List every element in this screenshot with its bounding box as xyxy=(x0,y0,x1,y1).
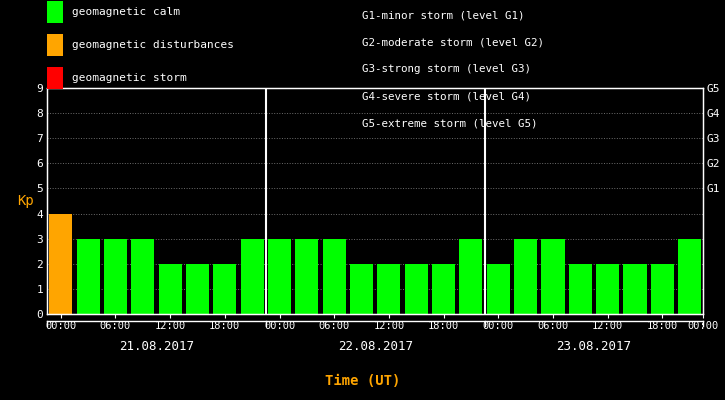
Text: G4-severe storm (level G4): G4-severe storm (level G4) xyxy=(362,92,531,102)
Bar xyxy=(514,239,537,314)
Bar xyxy=(650,264,674,314)
Bar xyxy=(568,264,592,314)
Text: 23.08.2017: 23.08.2017 xyxy=(556,340,631,352)
Bar xyxy=(104,239,127,314)
Bar xyxy=(405,264,428,314)
Text: 21.08.2017: 21.08.2017 xyxy=(119,340,194,352)
Y-axis label: Kp: Kp xyxy=(17,194,33,208)
Text: geomagnetic storm: geomagnetic storm xyxy=(72,74,186,84)
Bar xyxy=(241,239,264,314)
Bar xyxy=(77,239,100,314)
Text: G1-minor storm (level G1): G1-minor storm (level G1) xyxy=(362,10,525,20)
Bar xyxy=(49,214,72,314)
Bar xyxy=(131,239,154,314)
Text: Time (UT): Time (UT) xyxy=(325,374,400,388)
Bar xyxy=(459,239,483,314)
Bar xyxy=(432,264,455,314)
Bar xyxy=(624,264,647,314)
Bar xyxy=(323,239,346,314)
Text: G2-moderate storm (level G2): G2-moderate storm (level G2) xyxy=(362,37,544,47)
Text: geomagnetic disturbances: geomagnetic disturbances xyxy=(72,40,233,50)
Text: geomagnetic calm: geomagnetic calm xyxy=(72,7,180,17)
Bar xyxy=(213,264,236,314)
Text: G3-strong storm (level G3): G3-strong storm (level G3) xyxy=(362,64,531,74)
Bar xyxy=(350,264,373,314)
Text: 22.08.2017: 22.08.2017 xyxy=(338,340,413,352)
Bar xyxy=(268,239,291,314)
Bar xyxy=(377,264,400,314)
Text: G5-extreme storm (level G5): G5-extreme storm (level G5) xyxy=(362,119,538,129)
Bar xyxy=(596,264,619,314)
Bar xyxy=(295,239,318,314)
Bar xyxy=(542,239,565,314)
Bar xyxy=(159,264,182,314)
Bar xyxy=(186,264,209,314)
Bar xyxy=(486,264,510,314)
Bar xyxy=(678,239,701,314)
